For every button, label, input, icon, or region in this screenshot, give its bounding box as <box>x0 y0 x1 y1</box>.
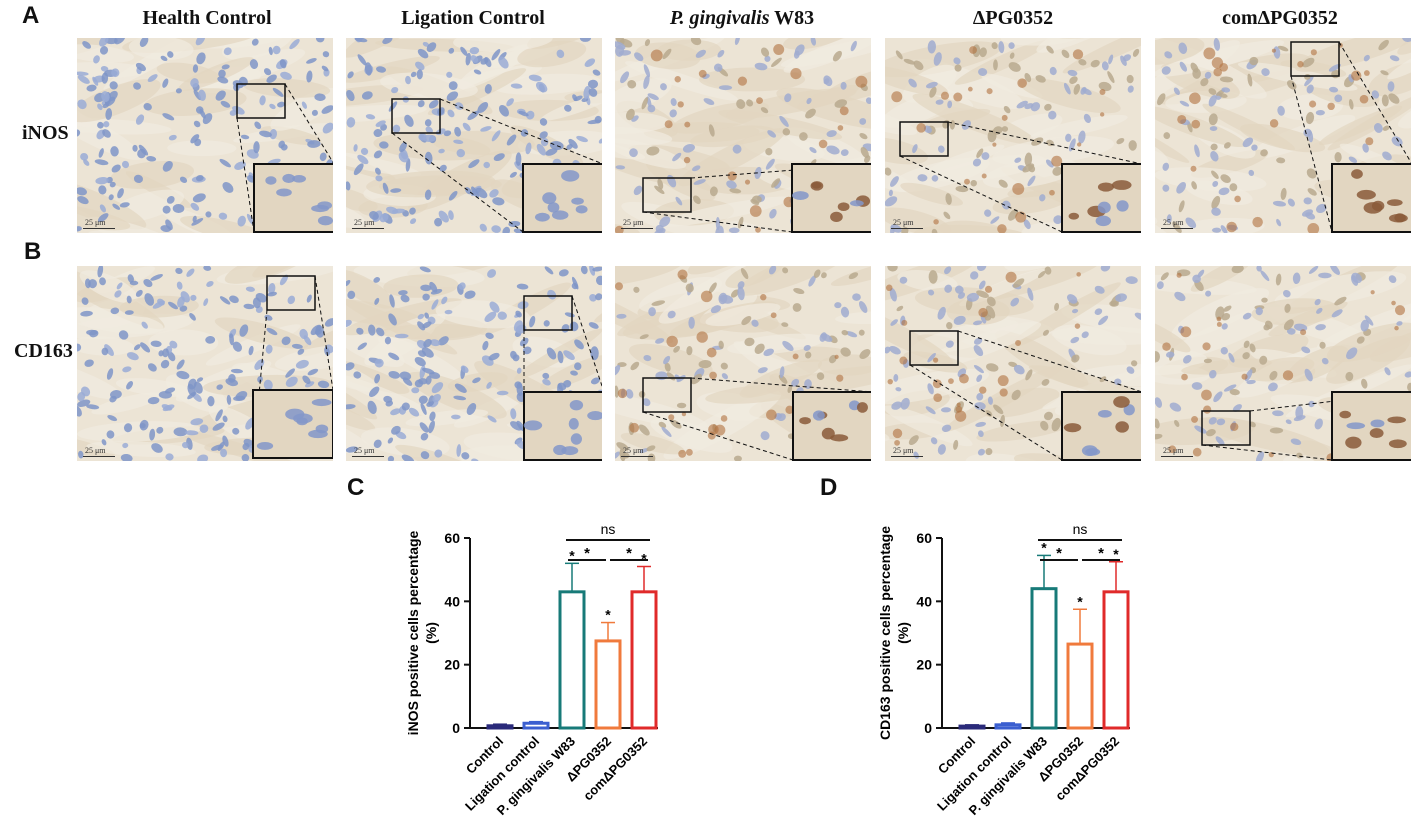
scale-bar: 25 μm <box>1161 446 1193 457</box>
chart-inos: 0 20 40 60 iNOS positive cells percentage (%)… <box>405 521 658 818</box>
y-axis-label: iNOS positive cells percentage <box>405 530 421 735</box>
micrograph-texture <box>1155 266 1411 461</box>
significance-star-3: * <box>1077 593 1083 609</box>
row-label-cd163: CD163 <box>14 340 73 362</box>
bar-4 <box>630 590 658 730</box>
bar-2 <box>558 590 586 730</box>
scale-bar-label: 25 μm <box>1163 446 1184 455</box>
scale-bar: 25 μm <box>891 218 923 229</box>
panel-letter-a: A <box>22 2 40 29</box>
scale-bar-label: 25 μm <box>85 446 106 455</box>
column-header-w83-strain: W83 <box>774 7 815 29</box>
micrograph-texture <box>77 38 333 233</box>
significance-star-4: * <box>1113 546 1119 562</box>
bar-3 <box>1066 642 1094 730</box>
comparison-label-1: * <box>584 545 590 562</box>
panel-letter-d: D <box>820 474 838 501</box>
micrograph-cd163-4: 25 μm <box>885 266 1141 461</box>
y-tick-label: 40 <box>444 593 460 609</box>
micrograph-inos-3: 25 μm <box>615 38 871 233</box>
scale-bar: 25 μm <box>352 446 384 457</box>
significance-star-2: * <box>1041 539 1047 555</box>
zoom-inset <box>1331 391 1411 461</box>
scale-bar-label: 25 μm <box>85 218 106 227</box>
y-tick-label: 20 <box>916 657 932 673</box>
scale-bar: 25 μm <box>891 446 923 457</box>
bar-2 <box>1030 587 1058 730</box>
bar-0 <box>486 724 514 730</box>
column-header-dpg0352: ΔPG0352 <box>972 7 1054 29</box>
scale-bar-label: 25 μm <box>623 218 644 227</box>
column-header-health-control: Health Control <box>142 7 272 29</box>
comparison-label-1: * <box>1056 545 1062 562</box>
micrograph-cd163-3: 25 μm <box>615 266 871 461</box>
scale-bar: 25 μm <box>83 446 115 457</box>
comparison-label-0: ns <box>1073 521 1088 537</box>
scale-bar: 25 μm <box>352 218 384 229</box>
scale-bar-label: 25 μm <box>354 446 375 455</box>
micrograph-texture <box>885 266 1141 461</box>
micrograph-inos-5: 25 μm <box>1155 38 1411 233</box>
micrograph-texture <box>885 38 1141 233</box>
y-tick-label: 60 <box>916 530 932 546</box>
row-label-inos: iNOS <box>22 122 69 144</box>
significance-star-3: * <box>605 607 611 623</box>
scale-bar-label: 25 μm <box>1163 218 1184 227</box>
micrograph-inos-2: 25 μm <box>346 38 602 233</box>
y-tick-label: 60 <box>444 530 460 546</box>
y-axis-unit: (%) <box>423 622 439 644</box>
micrograph-texture <box>1155 38 1411 233</box>
micrograph-inos-1: 25 μm <box>77 38 333 233</box>
category-label-4: comΔPG0352 <box>580 734 650 804</box>
column-header-w83: P. gingivalis W83 <box>617 7 867 30</box>
micrograph-cd163-5: 25 μm <box>1155 266 1411 461</box>
micrograph-texture <box>77 266 333 461</box>
bar-4 <box>1102 590 1130 730</box>
significance-star-2: * <box>569 547 575 563</box>
scale-bar-label: 25 μm <box>893 446 914 455</box>
scale-bar-label: 25 μm <box>623 446 644 455</box>
column-header-w83-species: P. gingivalis <box>669 7 770 29</box>
micrograph-inos-4: 25 μm <box>885 38 1141 233</box>
micrograph-texture <box>346 38 602 233</box>
y-tick-label: 0 <box>452 720 460 736</box>
scale-bar-label: 25 μm <box>354 218 375 227</box>
bar-1 <box>522 721 550 730</box>
panel-letter-c: C <box>347 474 365 501</box>
micrograph-texture <box>615 38 871 233</box>
comparison-label-0: ns <box>601 521 616 537</box>
scale-bar: 25 μm <box>621 218 653 229</box>
micrograph-cd163-1: 25 μm <box>77 266 333 461</box>
scale-bar: 25 μm <box>1161 218 1193 229</box>
bar-3 <box>594 639 622 730</box>
column-header-ligation-control: Ligation Control <box>401 7 545 29</box>
scale-bar: 25 μm <box>83 218 115 229</box>
y-tick-label: 20 <box>444 657 460 673</box>
significance-star-4: * <box>641 551 647 567</box>
comparison-label-2: * <box>626 545 632 562</box>
scale-bar: 25 μm <box>621 446 653 457</box>
y-axis-unit: (%) <box>895 622 911 644</box>
y-axis-label: CD163 positive cells percentage <box>877 526 893 740</box>
bar-1 <box>994 723 1022 730</box>
comparison-label-2: * <box>1098 545 1104 562</box>
micrograph-texture <box>346 266 602 461</box>
panel-letter-b: B <box>24 238 42 265</box>
y-tick-label: 40 <box>916 593 932 609</box>
micrograph-texture <box>615 266 871 461</box>
bar-0 <box>958 724 986 730</box>
micrograph-cd163-2: 25 μm <box>346 266 602 461</box>
zoom-inset <box>792 391 871 461</box>
column-header-com-dpg0352: comΔPG0352 <box>1222 7 1338 29</box>
y-tick-label: 0 <box>924 720 932 736</box>
category-label-4: comΔPG0352 <box>1052 734 1122 804</box>
chart-cd163: 0 20 40 60 CD163 positive cells percentage (%… <box>877 521 1130 818</box>
scale-bar-label: 25 μm <box>893 218 914 227</box>
